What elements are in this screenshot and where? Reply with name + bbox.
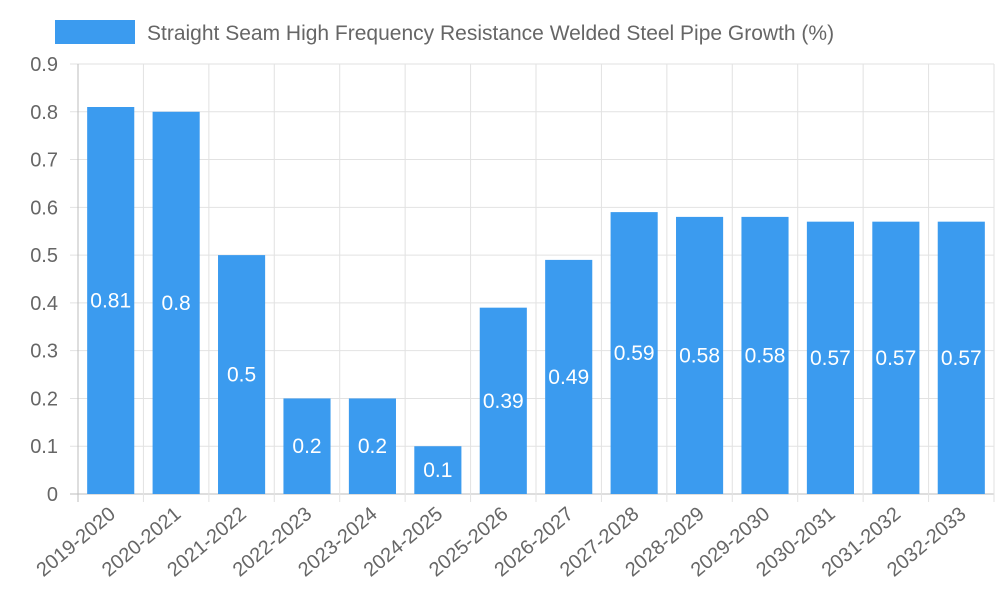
bar-value-label: 0.57	[941, 347, 982, 370]
legend-swatch[interactable]	[55, 20, 135, 44]
legend-label[interactable]: Straight Seam High Frequency Resistance …	[147, 22, 834, 45]
y-tick-label: 0.9	[30, 54, 58, 76]
bar[interactable]	[937, 221, 985, 494]
bar-value-label: 0.57	[810, 347, 851, 370]
bar-value-label: 0.8	[162, 292, 191, 315]
bar[interactable]	[872, 221, 920, 494]
data-labels: 0.81 0.8 0.5 0.2 0.2 0.1 0.39 0.49 0.59 0.58 0.58 0…	[90, 290, 981, 483]
y-tick-label: 0.7	[30, 150, 58, 172]
bar[interactable]	[283, 398, 331, 494]
bar[interactable]	[218, 255, 266, 494]
bar[interactable]	[610, 212, 658, 494]
bar-value-label: 0.5	[227, 364, 256, 387]
y-tick-label: 0.6	[30, 197, 58, 219]
y-tick-label: 0	[47, 484, 58, 506]
y-tick-label: 0.5	[30, 245, 58, 267]
bar-value-label: 0.81	[90, 290, 131, 313]
y-tick-label: 0.3	[30, 341, 58, 363]
y-tick-label: 0.2	[30, 388, 58, 410]
bars	[87, 107, 985, 495]
bar[interactable]	[676, 216, 724, 494]
bar[interactable]	[545, 259, 593, 494]
bar[interactable]	[479, 307, 527, 494]
y-tick-label: 0.1	[30, 436, 58, 458]
bar-value-label: 0.58	[745, 344, 786, 367]
x-axis-ticks: 2019-20202020-20212021-20222022-20232023…	[33, 503, 971, 581]
bar[interactable]	[806, 221, 854, 494]
y-axis-ticks: 0 0.1 0.2 0.3 0.4 0.5 0.6 0.7 0.8 0.9	[30, 54, 58, 506]
bar[interactable]	[741, 216, 789, 494]
grid-lines	[70, 63, 995, 502]
bar[interactable]	[152, 111, 200, 495]
y-tick-label: 0.8	[30, 102, 58, 124]
bar-value-label: 0.58	[679, 344, 720, 367]
bar[interactable]	[348, 398, 396, 494]
bar[interactable]	[87, 107, 135, 494]
bar-value-label: 0.59	[614, 342, 655, 365]
bar[interactable]	[414, 446, 462, 494]
y-tick-label: 0.4	[30, 293, 58, 315]
legend[interactable]: Straight Seam High Frequency Resistance …	[55, 20, 834, 45]
bar-value-label: 0.2	[292, 435, 321, 458]
bar-value-label: 0.57	[875, 347, 916, 370]
bar-value-label: 0.1	[423, 459, 452, 482]
bar-value-label: 0.39	[483, 390, 524, 413]
bar-value-label: 0.49	[548, 366, 589, 389]
bar-value-label: 0.2	[358, 435, 387, 458]
